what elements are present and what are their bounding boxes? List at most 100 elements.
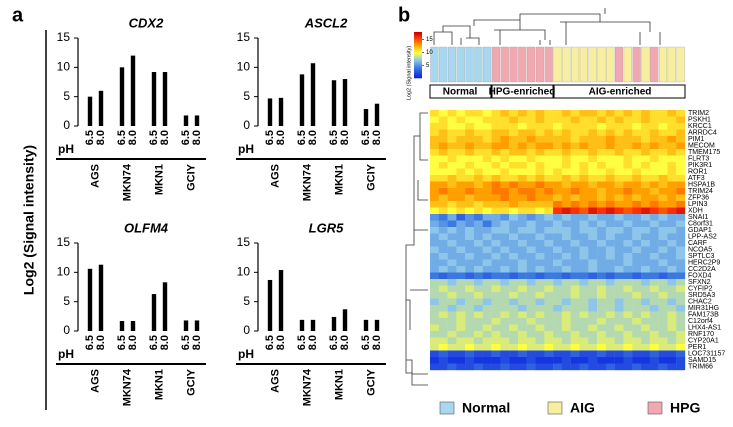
bar [363,319,369,331]
heatmap-cell [649,344,659,351]
heatmap-cell [526,279,536,286]
heatmap-cell [517,311,527,319]
heatmap-cell [561,337,571,345]
heatmap-cell [588,214,598,221]
heatmap-cell [649,214,659,221]
heatmap-cell [473,240,483,247]
bar [374,319,380,331]
heatmap-cell [579,129,589,137]
heatmap-cell [447,142,457,150]
heatmap-cell [535,344,545,351]
sample-class [579,46,588,83]
heatmap-cell [491,350,501,358]
heatmap-cell [447,149,457,156]
sample-class [447,46,457,83]
heatmap-cell [500,298,510,306]
heatmap-cell [438,246,448,254]
heatmap-cell [447,298,457,306]
heatmap-cell [509,207,519,215]
heatmap-cell [676,311,686,319]
heatmap-cell [605,233,615,241]
heatmap-cell [649,175,659,182]
heatmap-cell [561,129,571,137]
heatmap-cell [473,129,483,137]
colorbar-step [414,59,422,61]
heatmap-cell [605,142,615,150]
heatmap-cell [579,331,589,338]
heatmap-cell [456,350,466,358]
heatmap-cell [491,337,501,345]
heatmap-cell [588,149,598,156]
heatmap-cell [465,305,475,312]
heatmap-cell [465,207,475,215]
heatmap-cell [473,194,483,202]
heatmap-cell [509,298,519,306]
heatmap-cell [649,155,659,163]
heatmap-cell [517,350,527,358]
heatmap-cell [491,253,501,260]
heatmap-cell [553,162,563,169]
heatmap-cell [605,207,615,215]
sample-class [615,46,624,83]
heatmap-cell [430,116,439,124]
heatmap-cell [430,357,439,364]
heatmap-cell [641,259,651,267]
heatmap-cell [605,162,615,169]
heatmap-cell [544,298,554,306]
sample-class [474,46,483,83]
heatmap-cell [667,168,677,176]
y-tick-label: 5 [243,89,250,103]
heatmap-cell [447,266,457,273]
heatmap-cell [517,142,527,150]
heatmap-cell [456,311,466,319]
heatmap-cell [649,279,659,286]
heatmap-cell [570,324,580,332]
heatmap-cell [561,168,571,176]
heatmap-cell [605,214,615,221]
heatmap-cell [517,240,527,247]
heatmap-cell [614,292,624,299]
heatmap-cell [641,168,651,176]
heatmap-cell [544,272,554,280]
heatmap-cell [438,259,448,267]
heatmap-cell [509,194,519,202]
row-label: C8orf31 [688,221,713,228]
heatmap-cell [447,305,457,312]
heatmap-cell [482,162,492,169]
heatmap-cell [491,344,501,351]
x-tick-label: 6.5 [360,130,372,145]
heatmap-cell [544,305,554,312]
heatmap-cell [465,266,475,273]
heatmap-cell [482,188,492,195]
heatmap-cell [588,318,598,325]
panel-label: b [398,4,410,26]
heatmap-cell [570,292,580,299]
heatmap-cell [430,220,439,228]
heatmap-cell [658,298,668,306]
heatmap-cell [570,227,580,234]
heatmap-cell [641,318,651,325]
heatmap-cell [588,337,598,345]
heatmap-cell [482,318,492,325]
heatmap-cell [588,155,598,163]
heatmap-cell [588,350,598,358]
heatmap-cell [641,344,651,351]
heatmap-cell [641,155,651,163]
heatmap-cell [641,116,651,124]
x-tick-label: 6.5 [296,130,308,145]
heatmap-cell [605,363,615,371]
row-label: FLRT3 [688,156,709,163]
heatmap-cell [649,142,659,150]
heatmap-cell [667,207,677,215]
heatmap-cell [438,285,448,293]
heatmap-cell [517,292,527,299]
heatmap-cell [561,162,571,169]
heatmap-cell [676,266,686,273]
heatmap-cell [456,194,466,202]
heatmap-cell [597,155,607,163]
heatmap-cell [465,149,475,156]
heatmap-cell [438,188,448,195]
sample-class [597,46,606,83]
heatmap-cell [473,344,483,351]
heatmap-cell [605,259,615,267]
